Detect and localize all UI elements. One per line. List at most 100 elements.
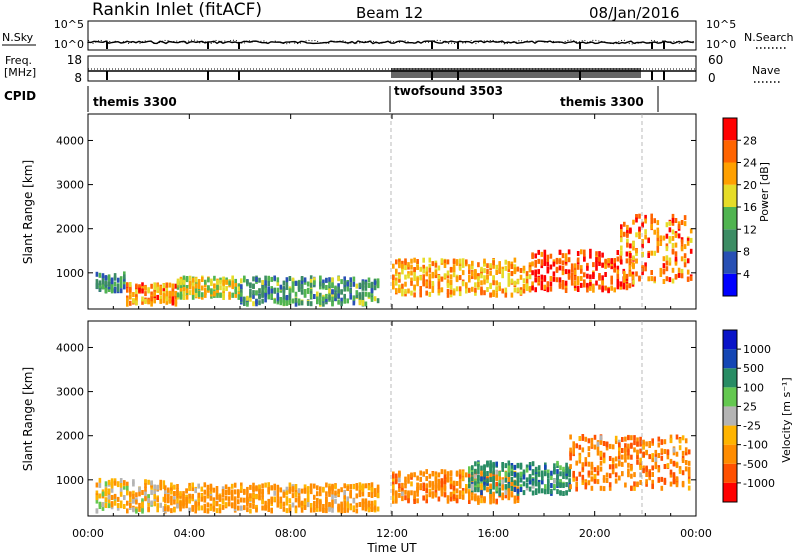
data-cell — [267, 290, 270, 296]
data-cell — [261, 289, 264, 295]
data-cell — [546, 254, 550, 260]
data-cell — [376, 278, 380, 284]
data-cell — [489, 499, 492, 505]
data-cell — [632, 245, 635, 251]
data-cell — [141, 506, 144, 512]
data-cell — [461, 488, 465, 493]
data-cell — [629, 243, 632, 249]
data-cell — [334, 296, 337, 301]
data-cell — [267, 502, 270, 508]
data-cell — [569, 451, 572, 457]
data-cell — [392, 473, 395, 479]
data-cell — [498, 491, 501, 496]
data-cell — [144, 496, 147, 502]
data-cell — [174, 295, 178, 301]
data-cell — [325, 482, 328, 488]
data-cell — [477, 276, 480, 282]
data-cell — [267, 275, 270, 281]
data-cell — [468, 483, 471, 489]
data-cell — [255, 494, 258, 500]
data-cell — [507, 272, 511, 278]
data-cell — [113, 500, 117, 506]
data-cell — [95, 271, 99, 277]
data-cell — [480, 476, 483, 482]
data-cell — [513, 495, 517, 501]
data-cell — [316, 295, 319, 301]
data-cell — [373, 296, 377, 302]
data-cell — [404, 289, 407, 294]
data-cell — [153, 282, 156, 288]
data-cell — [674, 274, 678, 279]
data-cell — [209, 486, 213, 492]
data-cell — [294, 489, 298, 495]
data-cell — [573, 263, 577, 269]
velocity-colorbar-tick-label: -1000 — [743, 477, 775, 490]
data-cell — [316, 298, 319, 304]
data-cell — [191, 286, 195, 292]
data-cell — [639, 465, 642, 470]
data-cell — [425, 488, 428, 494]
data-cell — [167, 494, 170, 500]
data-cell — [601, 275, 604, 281]
data-cell — [653, 218, 656, 224]
data-cell — [349, 505, 352, 511]
data-cell — [243, 296, 246, 302]
data-cell — [537, 484, 541, 490]
data-cell — [194, 508, 197, 514]
data-cell — [126, 301, 129, 307]
data-cell — [240, 505, 243, 511]
data-cell — [522, 490, 526, 496]
data-cell — [95, 283, 99, 289]
data-cell — [270, 485, 273, 491]
data-cell — [446, 292, 450, 298]
data-cell — [458, 473, 462, 479]
data-cell — [294, 301, 298, 307]
data-cell — [201, 277, 204, 282]
data-cell — [144, 490, 147, 496]
data-cell — [584, 461, 588, 467]
data-cell — [240, 482, 243, 488]
data-cell — [569, 464, 572, 470]
data-cell — [468, 473, 471, 479]
data-cell — [449, 266, 453, 272]
data-cell — [474, 290, 477, 296]
data-cell — [686, 269, 690, 275]
data-cell — [407, 498, 410, 504]
data-cell — [404, 260, 407, 266]
data-cell — [252, 486, 255, 492]
data-cell — [434, 480, 438, 486]
data-cell — [516, 488, 520, 494]
data-cell — [654, 456, 658, 462]
data-cell — [558, 259, 562, 265]
data-cell — [182, 503, 185, 509]
data-cell — [608, 473, 612, 479]
data-cell — [592, 283, 595, 289]
data-cell — [101, 505, 105, 511]
data-cell — [129, 288, 132, 294]
data-cell — [218, 495, 222, 501]
data-cell — [243, 505, 246, 511]
data-cell — [331, 282, 334, 288]
data-cell — [331, 489, 334, 495]
data-cell — [346, 286, 349, 292]
range-tick-label: 4000 — [56, 134, 84, 147]
time-tick-label: 00:00 — [72, 527, 104, 540]
data-cell — [276, 277, 280, 283]
data-cell — [489, 484, 492, 490]
nsearch-trace — [87, 38, 697, 45]
data-cell — [337, 299, 340, 305]
data-cell — [207, 277, 210, 283]
data-cell — [197, 502, 200, 507]
data-cell — [162, 286, 166, 292]
data-cell — [264, 292, 267, 298]
data-cell — [610, 259, 613, 265]
data-cell — [188, 280, 192, 286]
data-cell — [437, 281, 441, 287]
data-cell — [610, 275, 613, 281]
data-cell — [449, 476, 453, 482]
data-cell — [618, 442, 621, 448]
data-cell — [587, 480, 591, 486]
data-cell — [110, 277, 114, 283]
data-cell — [550, 470, 553, 476]
